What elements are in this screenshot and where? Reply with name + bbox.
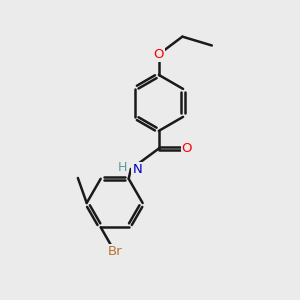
Text: O: O: [182, 142, 192, 155]
Text: Br: Br: [107, 245, 122, 258]
Text: O: O: [154, 48, 164, 61]
Text: N: N: [133, 163, 142, 176]
Text: H: H: [118, 161, 127, 174]
